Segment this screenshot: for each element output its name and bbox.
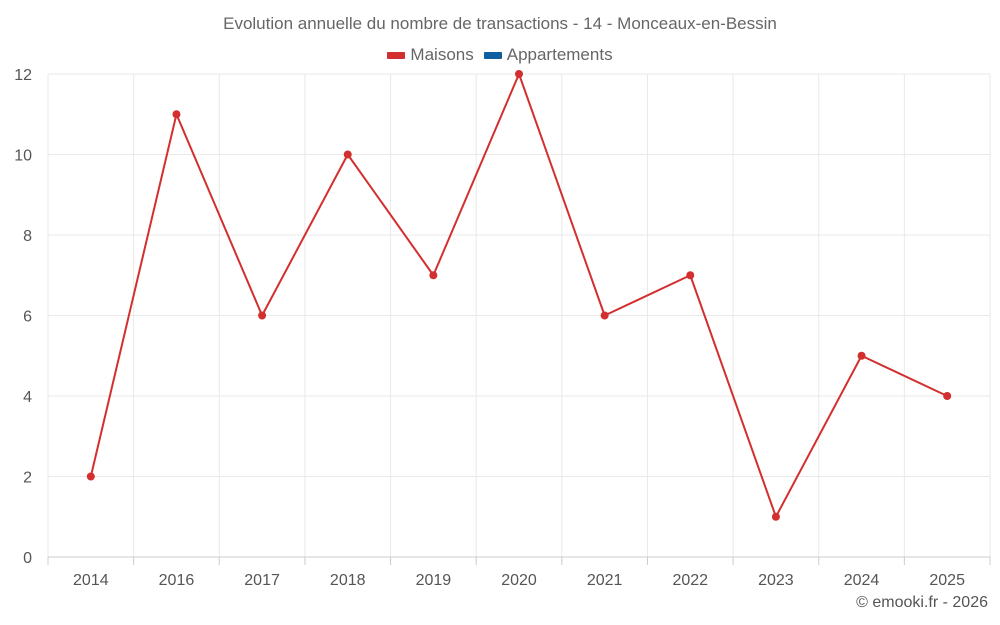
legend-item-maisons[interactable]: Maisons <box>387 45 474 65</box>
y-tick-label: 6 <box>23 309 32 326</box>
legend-item-appartements[interactable]: Appartements <box>483 45 613 65</box>
y-tick-label: 8 <box>23 228 32 245</box>
x-tick-label: 2014 <box>73 572 109 589</box>
x-tick-label: 2024 <box>844 572 880 589</box>
x-tick-label: 2019 <box>416 572 452 589</box>
data-point-maisons <box>771 512 780 521</box>
data-point-maisons <box>429 271 438 280</box>
data-point-maisons <box>943 392 952 400</box>
x-tick-label: 2017 <box>244 572 280 589</box>
data-point-maisons <box>172 110 181 119</box>
legend-swatch-maisons <box>387 51 406 59</box>
x-tick-label: 2021 <box>587 572 623 589</box>
credit-text: © emooki.fr - 2026 <box>856 594 988 611</box>
y-tick-label: 4 <box>23 389 32 406</box>
legend-swatch-appartements <box>483 51 502 59</box>
data-point-maisons <box>515 70 523 78</box>
data-point-maisons <box>686 271 695 280</box>
x-tick-label: 2023 <box>758 572 794 589</box>
legend-label-appartements: Appartements <box>506 45 613 64</box>
y-tick-label: 10 <box>14 148 32 165</box>
data-point-maisons <box>600 311 609 320</box>
x-tick-label: 2020 <box>501 572 537 589</box>
x-tick-label: 2025 <box>929 572 965 589</box>
chart-title: Evolution annuelle du nombre de transact… <box>223 14 777 33</box>
x-tick-label: 2016 <box>159 572 195 589</box>
y-tick-label: 2 <box>23 470 32 487</box>
x-tick-label: 2018 <box>330 572 366 589</box>
y-tick-label: 12 <box>14 67 32 84</box>
chart-legend: Maisons Appartements <box>0 45 1000 65</box>
data-point-maisons <box>857 351 866 360</box>
data-point-maisons <box>86 472 95 481</box>
x-tick-label: 2022 <box>672 572 708 589</box>
y-tick-label: 0 <box>23 550 32 567</box>
legend-label-maisons: Maisons <box>410 45 474 64</box>
data-point-maisons <box>343 150 352 159</box>
data-point-maisons <box>258 311 267 320</box>
